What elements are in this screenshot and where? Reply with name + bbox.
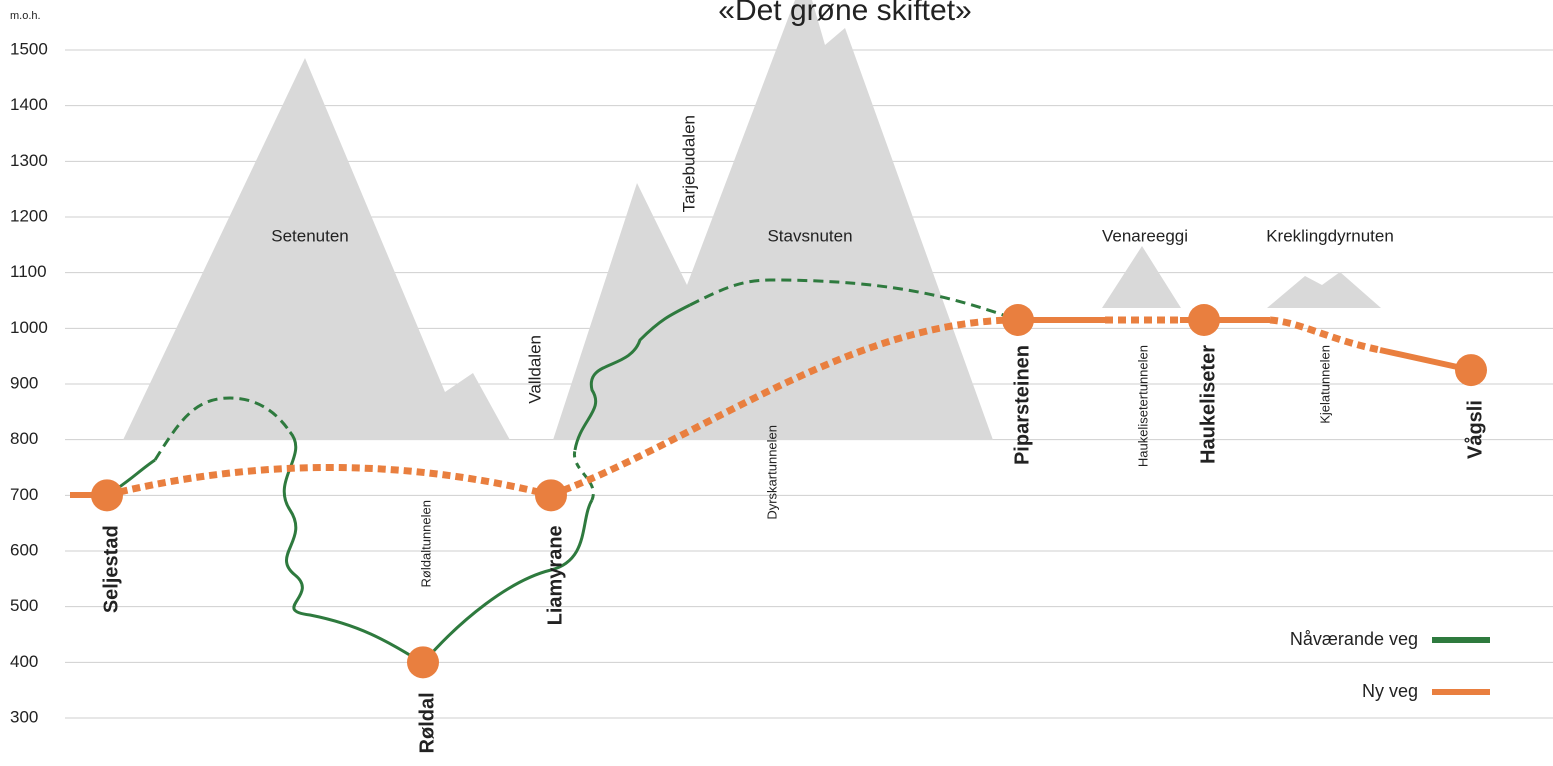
stop-label: Piparsteinen <box>1011 345 1033 465</box>
road <box>574 450 593 500</box>
y-tick-label: 1100 <box>10 262 47 281</box>
mountains <box>123 0 1381 440</box>
y-tick-label: 600 <box>10 540 38 559</box>
y-tick-label: 1200 <box>10 206 48 225</box>
stop-label: Vågsli <box>1463 400 1486 459</box>
road <box>107 468 551 496</box>
chart-title: «Det grøne skiftet» <box>718 0 971 27</box>
valley-label: Tarjebudalen <box>679 115 698 212</box>
chart: «Det grøne skiftet» m.o.h. Setenuten Sta… <box>0 0 1553 766</box>
mountain-shape <box>123 58 510 440</box>
stop-marker <box>1002 304 1034 336</box>
stop-marker <box>535 479 567 511</box>
y-tick-label: 1000 <box>10 318 48 337</box>
tunnel-label: Dyrskartunnelen <box>764 425 779 520</box>
y-tick-label: 700 <box>10 485 38 504</box>
tunnel-label: Røldaltunnelen <box>418 500 433 587</box>
legend-label: Nåværande veg <box>1290 629 1418 649</box>
y-tick-label: 1500 <box>10 39 48 58</box>
y-tick-label: 800 <box>10 429 38 448</box>
mountain-label: Stavsnuten <box>767 226 852 245</box>
stop-label: Seljestad <box>100 525 122 613</box>
mountain-shape <box>553 0 993 440</box>
stop-marker <box>91 479 123 511</box>
stop-marker <box>1455 354 1487 386</box>
y-tick-label: 300 <box>10 707 38 726</box>
mountain-label: Kreklingdyrnuten <box>1266 226 1394 245</box>
valley-label: Valldalen <box>525 335 544 404</box>
y-axis-label: m.o.h. <box>10 10 41 22</box>
y-tick-label: 1400 <box>10 95 48 114</box>
tunnel-label: Kjelatunnelen <box>1317 345 1332 424</box>
road <box>423 500 592 663</box>
mountain-label: Setenuten <box>271 226 349 245</box>
tunnel-label: Haukelisetertunnelen <box>1135 345 1150 467</box>
stop-marker <box>407 646 439 678</box>
y-tick-label: 400 <box>10 652 38 671</box>
stop-label: Røldal <box>416 692 438 753</box>
stop-label: Haukeliseter <box>1197 345 1219 464</box>
mountain-shape <box>1102 246 1181 308</box>
mountain-shape <box>1267 272 1381 308</box>
y-tick-label: 500 <box>10 596 38 615</box>
stop-label: Liamyrane <box>544 525 566 625</box>
mountain-label: Venareeggi <box>1102 226 1188 245</box>
stop-marker <box>1188 304 1220 336</box>
y-tick-label: 1300 <box>10 151 48 170</box>
y-tick-label: 900 <box>10 373 38 392</box>
legend-label: Ny veg <box>1362 681 1418 701</box>
